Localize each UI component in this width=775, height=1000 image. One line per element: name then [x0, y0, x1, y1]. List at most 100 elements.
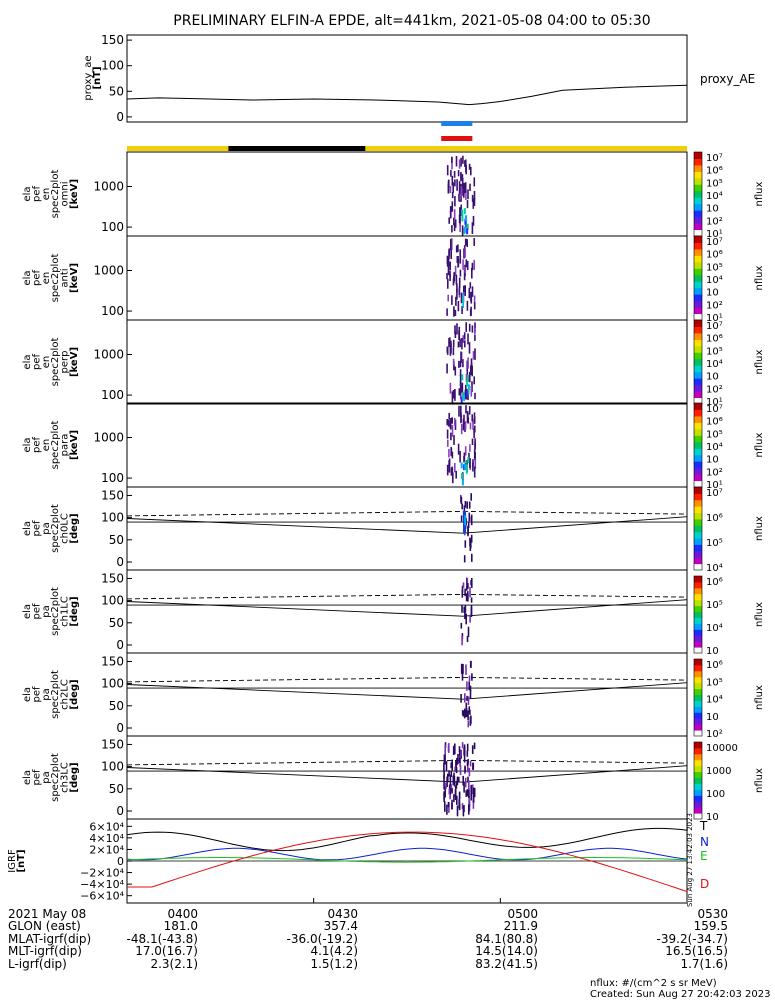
- pitch-pixel: [464, 744, 466, 753]
- spectrogram-pixel: [469, 444, 471, 451]
- spectrogram-pixel: [474, 442, 476, 449]
- colorbar-tick-label: 10⁷: [706, 321, 723, 332]
- pitch-pixel: [467, 583, 469, 589]
- colorbar-segment: [694, 772, 702, 778]
- spectrogram-pixel: [474, 302, 476, 309]
- spectrogram-pixel: [454, 209, 456, 221]
- spectrogram-pixel: [447, 440, 449, 447]
- spectrogram-pixel: [467, 375, 469, 381]
- spectrogram-ylabel: elapefenspec2plotperp[keV]: [22, 338, 80, 387]
- spectrogram-pixel: [452, 452, 454, 459]
- spectrogram-pixel: [470, 282, 472, 288]
- spectrogram-pixel: [454, 325, 456, 334]
- spectrogram-pixel: [450, 383, 452, 394]
- pitch-pixel: [459, 758, 461, 763]
- pitch-panel-frame: [127, 570, 687, 653]
- spectrogram-pixel: [467, 200, 469, 208]
- colorbar-tick-label: 10⁷: [706, 404, 723, 415]
- spectrogram-pixel: [469, 406, 471, 414]
- colorbar-segment: [694, 712, 702, 718]
- colorbar-tick-label: 10⁵: [706, 677, 723, 688]
- spectrogram-pixel: [471, 386, 473, 397]
- colorbar-segment: [694, 197, 702, 204]
- pitch-pixel: [464, 589, 466, 596]
- spectrogram-pixel: [460, 256, 462, 264]
- spectrogram-pixel: [471, 268, 473, 279]
- colorbar-segment: [694, 506, 702, 513]
- spectrogram-pixel: [464, 208, 466, 214]
- colorbar-segment: [694, 442, 702, 449]
- colorbar-segment: [694, 223, 702, 230]
- colorbar-segment: [694, 255, 702, 262]
- pitch-pixel: [464, 753, 466, 763]
- pitch-ylabel: elapefpaspec2plotch0LC[deg]: [22, 504, 80, 553]
- spectrogram-pixel: [459, 224, 461, 232]
- colorbar-segment: [694, 230, 702, 237]
- colorbar-tick-label: 10⁷: [706, 237, 723, 248]
- colorbar-tick-label: 10⁴: [706, 442, 723, 453]
- pitch-pixel: [462, 776, 464, 786]
- spectrogram-pixel: [465, 322, 467, 332]
- colorbar-tick-label: 10⁴: [706, 563, 723, 574]
- spectrogram-pixel: [464, 453, 466, 461]
- spectrogram-pixel: [461, 209, 463, 215]
- spectrogram-pixel: [461, 293, 463, 304]
- colorbar-segment: [694, 689, 702, 695]
- colorbar-segment: [694, 600, 702, 606]
- colorbar-tick-label: 10⁴: [706, 191, 723, 202]
- colorbar-tick-label: 10⁵: [706, 600, 723, 611]
- spectrogram-pixel: [474, 198, 476, 206]
- colorbar-segment: [694, 612, 702, 618]
- colorbar-segment: [694, 551, 702, 558]
- pitch-pixel: [470, 785, 472, 795]
- units-note: nflux: #/(cm^2 s sr MeV) Created: Sun Au…: [590, 978, 770, 1000]
- timestamp-stamp: Sun Aug 27 13:42:03 2023: [686, 813, 694, 907]
- footer-value: 17.0(16.7): [118, 945, 198, 957]
- colorbar-segment: [694, 448, 702, 455]
- spectrogram-pixel: [455, 310, 457, 316]
- pitch-pixel: [464, 555, 466, 562]
- colorbar-segment: [694, 594, 702, 600]
- pitch-pixel: [467, 711, 469, 721]
- spectrogram-pixel: [463, 395, 465, 401]
- spectrogram-pixel: [462, 294, 464, 308]
- pitch-pixel: [471, 535, 473, 543]
- spectrogram-pixel: [472, 222, 474, 234]
- colorbar-tick-label: 10⁶: [706, 250, 723, 261]
- spectrogram-pixel: [470, 423, 472, 430]
- pitch-pixel: [464, 515, 466, 525]
- spectrogram-pixel: [467, 334, 469, 345]
- spectrogram-pixel: [474, 328, 476, 334]
- pitch-pixel: [465, 540, 467, 547]
- footer-value: 2.3(2.1): [118, 958, 198, 970]
- pitch-pixel: [470, 761, 472, 767]
- spectrogram-pixel: [462, 174, 464, 181]
- y-tick-label: 100: [101, 594, 124, 608]
- spectrogram-pixel: [474, 335, 476, 341]
- colorbar-tick-label: 10⁵: [706, 178, 723, 189]
- pitch-pixel: [471, 673, 473, 680]
- spectrogram-pixel: [458, 444, 460, 455]
- y-tick-label: 150: [101, 33, 124, 47]
- spectrogram-pixel: [448, 250, 450, 260]
- spectrogram-pixel: [449, 271, 451, 277]
- colorbar-segment: [694, 647, 702, 653]
- spectrogram-pixel: [453, 347, 455, 355]
- colorbar-segment: [694, 268, 702, 275]
- pitch-pixel: [460, 694, 462, 703]
- pitch-pixel: [468, 790, 470, 798]
- colorbar-segment: [694, 795, 702, 801]
- y-tick-label: 50: [109, 699, 124, 713]
- axis-label-line: [keV]: [69, 347, 80, 377]
- y-tick-label: 1000: [93, 179, 124, 193]
- spectrogram-pixel: [456, 246, 458, 253]
- spectrogram-pixel: [462, 259, 464, 270]
- colorbar-segment: [694, 184, 702, 191]
- spectrogram-pixel: [465, 215, 467, 221]
- spectrogram-pixel: [451, 417, 453, 423]
- footer-label: GLON (east): [8, 920, 81, 932]
- spectrogram-pixel: [472, 325, 474, 332]
- pitch-pixel: [465, 790, 467, 797]
- pitch-pixel: [461, 504, 463, 510]
- y-tick-label: 1000: [93, 347, 124, 361]
